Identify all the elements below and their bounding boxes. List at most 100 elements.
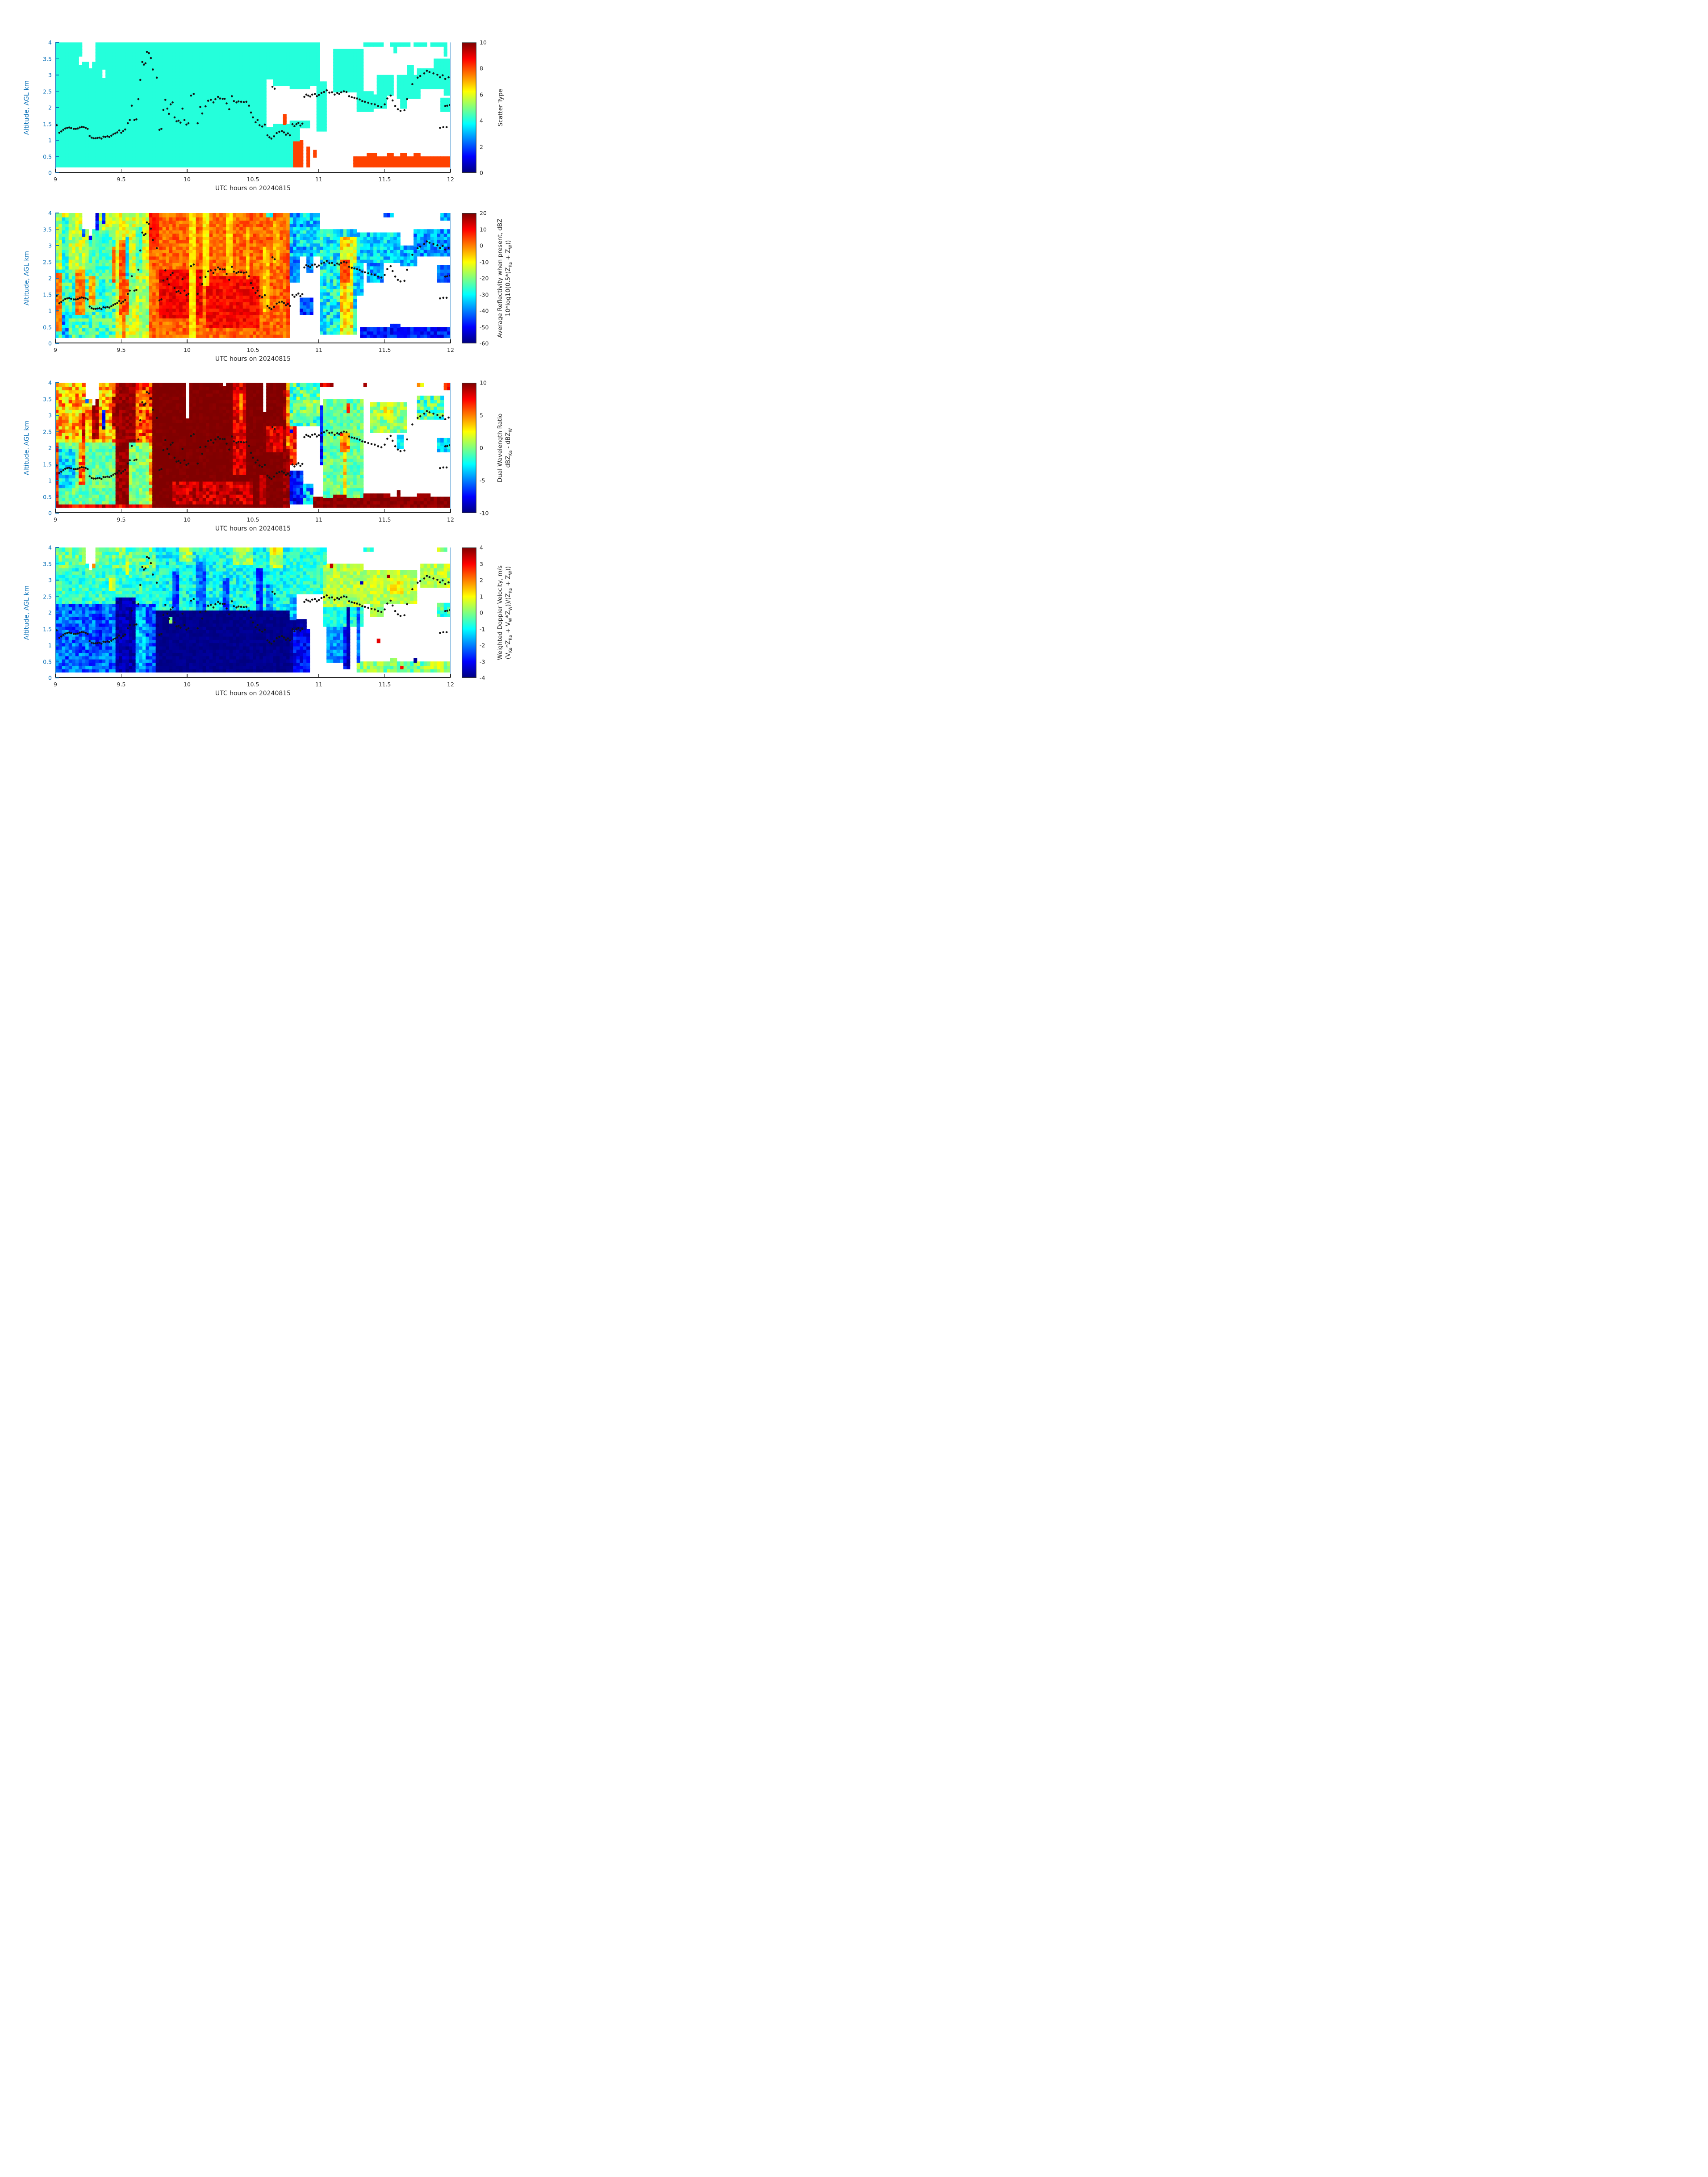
y-tick-label: 0.5: [43, 153, 52, 160]
heatmap-canvas: [55, 213, 451, 343]
y-tick-label: 1: [48, 477, 52, 484]
colorbar-tick-label: -5: [480, 477, 485, 484]
y-tick-label: 1.5: [43, 291, 52, 298]
y-tick-label: 0: [48, 169, 52, 176]
x-tick-mark: [450, 674, 451, 677]
y-tick-label: 3: [48, 577, 52, 584]
x-tick-label: 12: [447, 347, 454, 353]
colorbar-tick-label: 8: [480, 65, 483, 72]
y-tick-mark: [55, 123, 59, 125]
colorbar-tick-label: -60: [480, 340, 489, 347]
y-tick-label: 0.5: [43, 324, 52, 330]
x-tick-label: 10: [184, 176, 191, 183]
x-tick-mark: [318, 169, 319, 172]
colorbar-tick-label: -2: [480, 642, 485, 649]
y-tick-label: 3.5: [43, 226, 52, 233]
y-tick-mark: [55, 58, 59, 59]
colorbar-tick-label: 20: [480, 209, 487, 217]
x-tick-label: 11.5: [378, 176, 391, 183]
x-tick-mark: [187, 339, 188, 343]
x-tick-mark: [318, 509, 319, 513]
y-tick-label: 1: [48, 137, 52, 144]
y-axis-label: Altitude, AGL km: [23, 421, 30, 475]
x-tick-label: 9: [54, 516, 57, 523]
colorbar: [462, 213, 476, 343]
colorbar-tick-label: -20: [480, 275, 489, 282]
colorbar-tick-label: -3: [480, 658, 485, 665]
y-tick-mark: [55, 294, 59, 295]
y-axis-label: Altitude, AGL km: [23, 585, 30, 640]
x-tick-label: 12: [447, 516, 454, 523]
x-tick-label: 10: [184, 347, 191, 353]
colorbar-tick-label: 3: [480, 560, 483, 567]
x-tick-label: 9.5: [117, 516, 126, 523]
y-tick-label: 4: [48, 39, 52, 46]
colorbar-tick-label: 6: [480, 91, 483, 98]
y-tick-mark: [55, 42, 59, 43]
y-tick-label: 2.5: [43, 428, 52, 435]
y-tick-label: 1.5: [43, 461, 52, 468]
y-tick-mark: [55, 382, 59, 383]
y-tick-mark: [55, 91, 59, 92]
y-tick-label: 3: [48, 412, 52, 419]
x-tick-mark: [318, 674, 319, 677]
colorbar-tick-label: 0: [480, 169, 483, 176]
colorbar-tick-label: -30: [480, 291, 489, 298]
x-tick-label: 10.5: [246, 681, 259, 688]
colorbar-tick-label: 0: [480, 609, 483, 616]
y-tick-mark: [55, 107, 59, 108]
y-tick-mark: [55, 513, 59, 514]
x-tick-mark: [450, 339, 451, 343]
colorbar-tick-label: -4: [480, 674, 485, 681]
colorbar-title: Weighted Doppler Velocity, m/s (VKa*ZKa +…: [497, 565, 513, 660]
y-tick-mark: [55, 464, 59, 465]
colorbar-tick-label: -50: [480, 324, 489, 330]
y-tick-label: 3.5: [43, 55, 52, 62]
colorbar-tick-label: 0: [480, 242, 483, 249]
colorbar-title: Average Reflectivity when present, dBZ 10…: [497, 218, 513, 338]
colorbar-tick-label: 4: [480, 544, 483, 551]
x-tick-label: 12: [447, 681, 454, 688]
x-tick-mark: [450, 509, 451, 513]
x-tick-label: 9.5: [117, 681, 126, 688]
y-tick-mark: [55, 310, 59, 311]
x-tick-mark: [384, 509, 385, 513]
y-tick-mark: [55, 140, 59, 141]
y-tick-label: 2: [48, 444, 52, 451]
heatmap-canvas: [55, 547, 451, 678]
colorbar-tick-label: 4: [480, 117, 483, 124]
y-tick-mark: [55, 431, 59, 432]
y-tick-mark: [55, 278, 59, 279]
x-tick-mark: [187, 169, 188, 172]
x-tick-label: 9.5: [117, 176, 126, 183]
y-tick-label: 1.5: [43, 121, 52, 127]
y-tick-label: 2: [48, 275, 52, 282]
colorbar: [462, 383, 476, 513]
x-tick-mark: [121, 169, 122, 172]
colorbar-title: Scatter Type: [497, 88, 505, 127]
x-axis-label: UTC hours on 20240815: [215, 690, 291, 697]
x-tick-mark: [252, 169, 254, 172]
y-tick-label: 0.5: [43, 493, 52, 500]
x-axis-label: UTC hours on 20240815: [215, 355, 291, 363]
x-tick-label: 10.5: [246, 516, 259, 523]
y-tick-mark: [55, 580, 59, 581]
y-tick-label: 2: [48, 609, 52, 616]
y-tick-mark: [55, 343, 59, 344]
y-tick-mark: [55, 612, 59, 613]
colorbar-title: Dual Wavelength Ratio dBZKa - dBZW: [497, 413, 513, 483]
x-axis-label: UTC hours on 20240815: [215, 185, 291, 192]
x-tick-label: 11.5: [378, 681, 391, 688]
colorbar-tick-label: 10: [480, 226, 487, 233]
colorbar-tick-label: 0: [480, 444, 483, 451]
y-axis-label: Altitude, AGL km: [23, 80, 30, 135]
x-tick-mark: [55, 339, 56, 343]
y-tick-label: 2: [48, 104, 52, 111]
y-tick-label: 0.5: [43, 658, 52, 665]
x-tick-mark: [252, 674, 254, 677]
y-tick-mark: [55, 245, 59, 246]
x-tick-label: 11: [315, 347, 322, 353]
colorbar-tick-label: -1: [480, 626, 485, 632]
y-tick-label: 2.5: [43, 88, 52, 95]
x-tick-label: 12: [447, 176, 454, 183]
